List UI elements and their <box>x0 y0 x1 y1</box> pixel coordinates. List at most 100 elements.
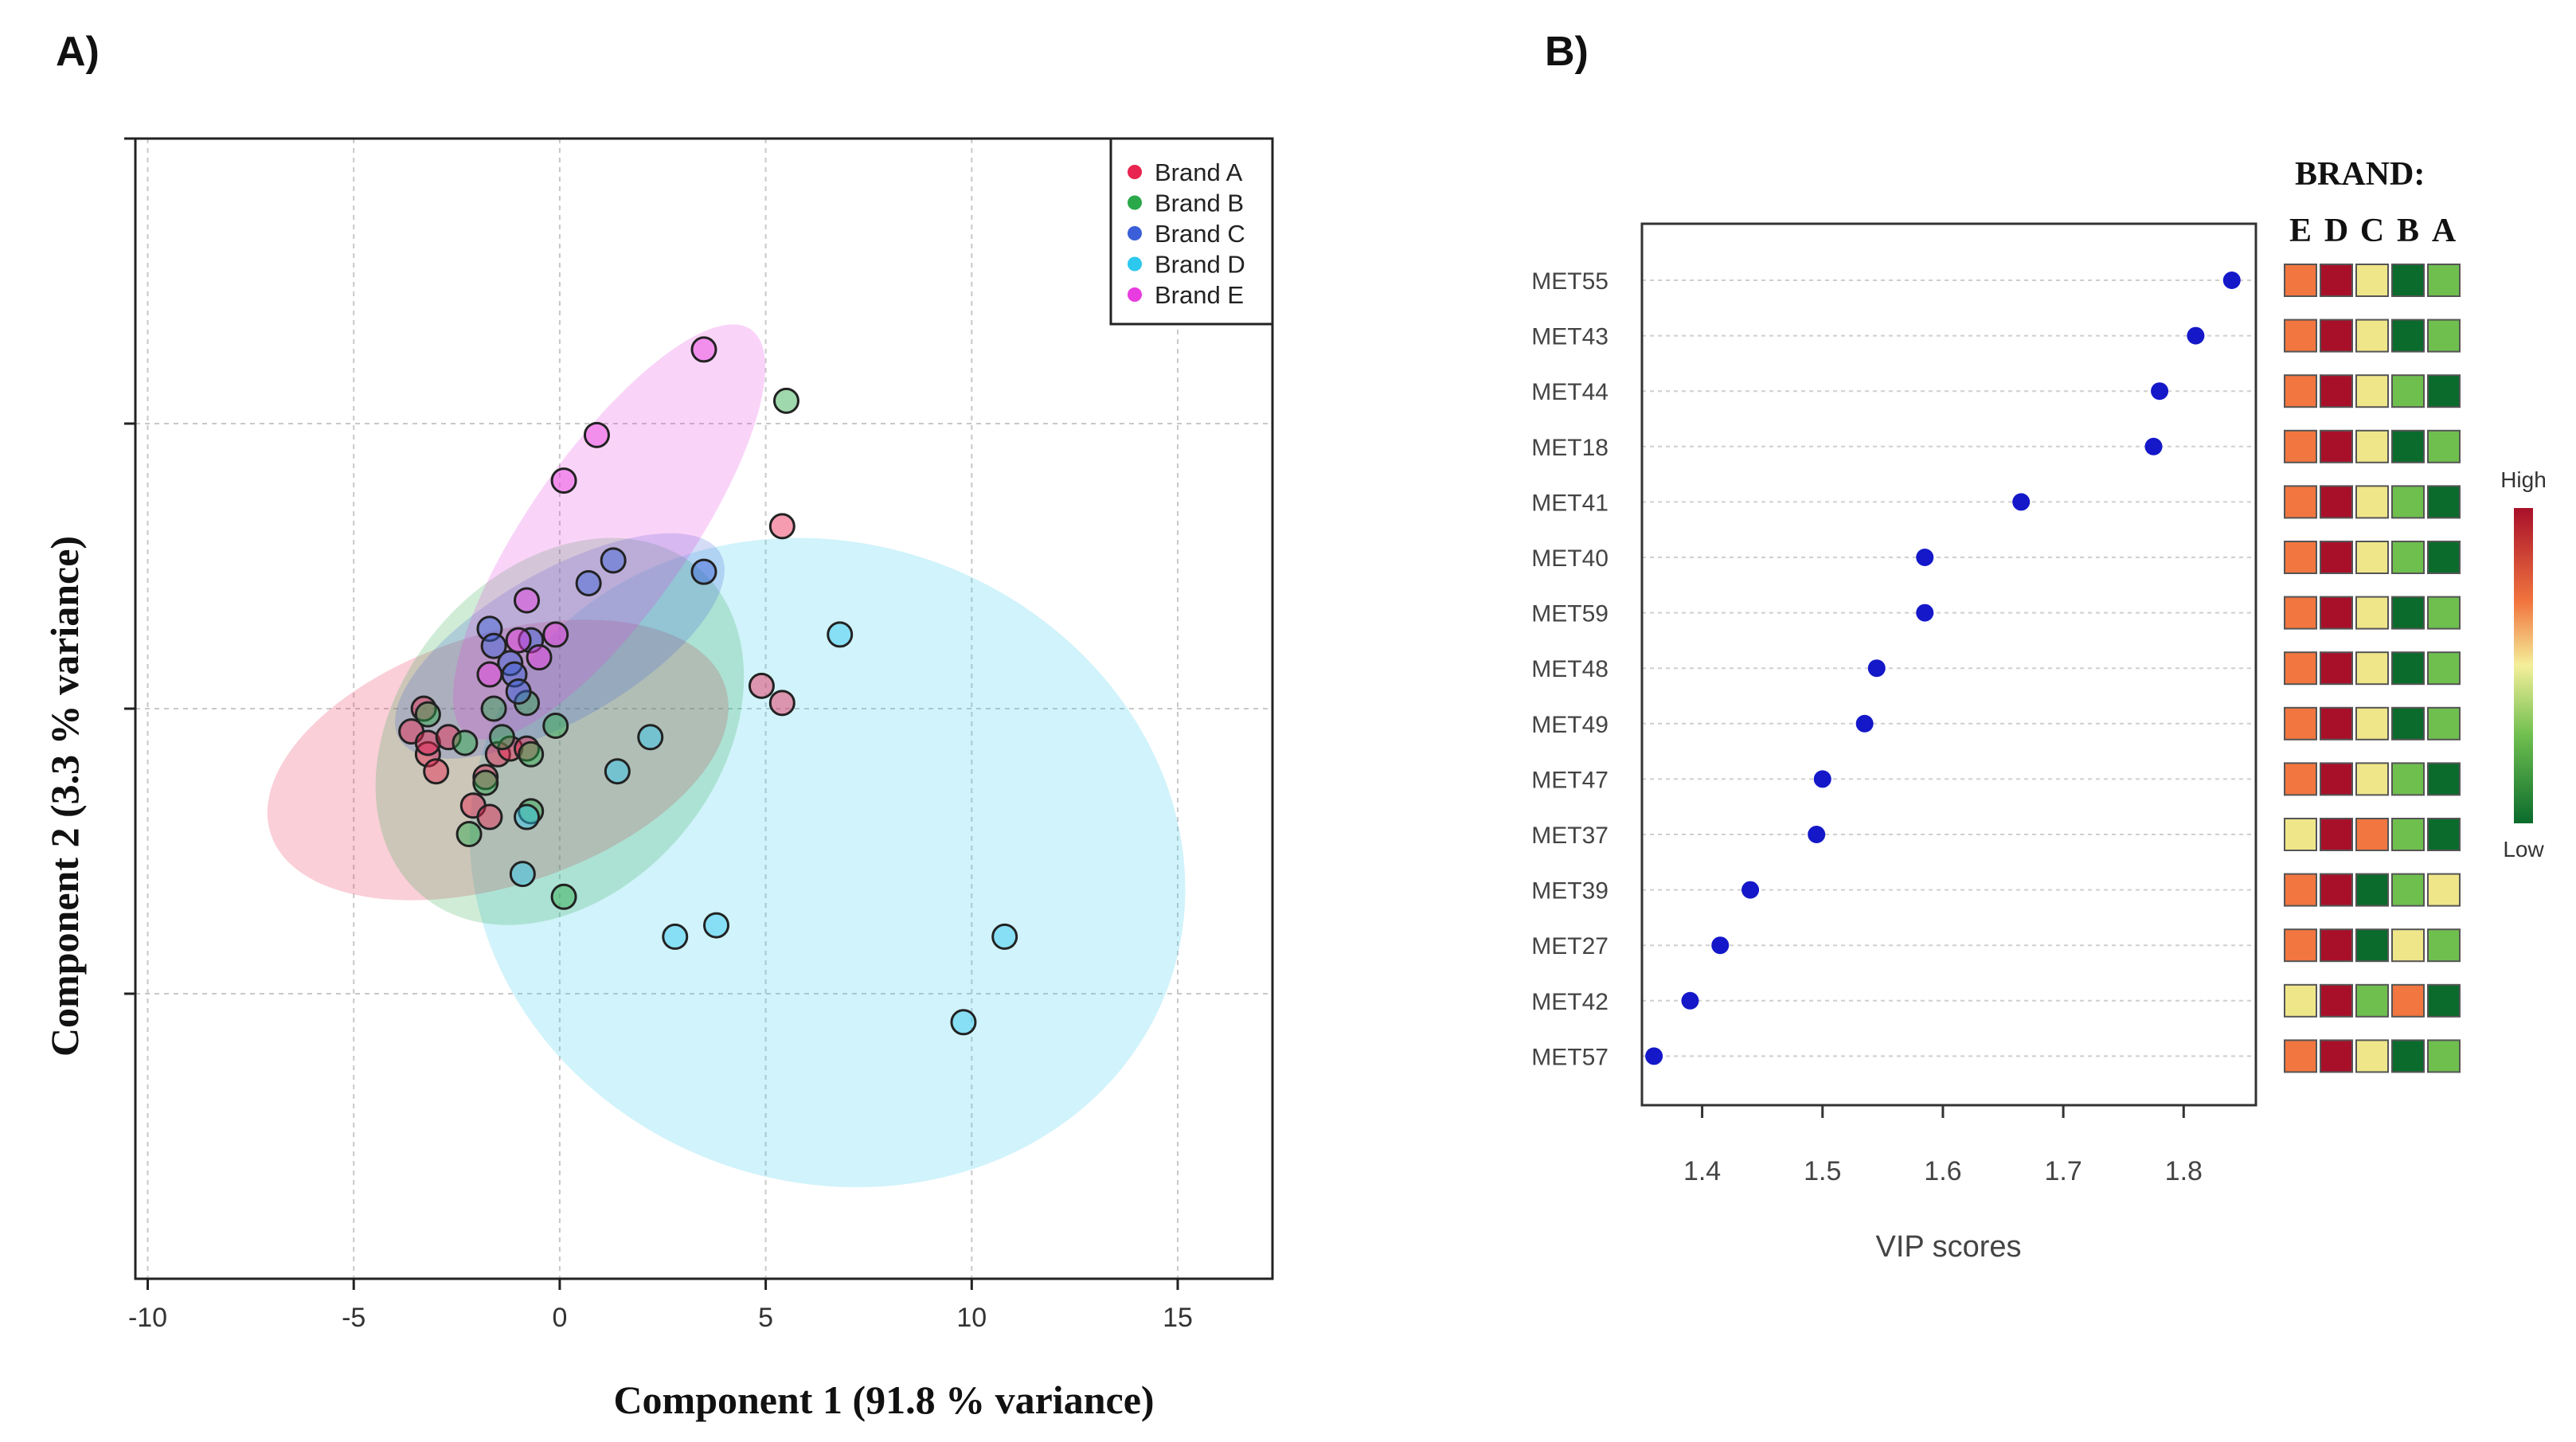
point-brand-a <box>748 672 775 699</box>
point-brand-a <box>768 690 795 717</box>
x-tick-label: -5 <box>342 1303 365 1333</box>
feature-label: MET27 <box>1531 933 1609 959</box>
vip-point <box>1645 1047 1663 1065</box>
heatmap-cell <box>2391 596 2425 630</box>
heatmap-cell <box>2427 873 2461 907</box>
heatmap-cell <box>2391 762 2425 796</box>
heatmap-column-label: A <box>2432 213 2457 249</box>
feature-label: MET37 <box>1531 823 1609 849</box>
heatmap-cell <box>2320 1039 2353 1073</box>
feature-label: MET57 <box>1531 1044 1609 1070</box>
point-brand-b <box>451 729 479 756</box>
point-brand-e <box>505 627 532 654</box>
heatmap-cell <box>2320 873 2353 907</box>
heatmap-cell <box>2391 706 2425 741</box>
heatmap-cell <box>2427 818 2461 851</box>
point-brand-e <box>550 467 577 494</box>
vip-point <box>1808 826 1826 843</box>
point-brand-b <box>542 712 569 739</box>
heatmap-cell <box>2320 928 2353 963</box>
point-brand-e <box>542 621 569 648</box>
feature-label: MET59 <box>1531 601 1609 627</box>
heatmap-cell <box>2320 264 2353 297</box>
legend-entry: Brand E <box>1155 281 1244 309</box>
heatmap-cell <box>2355 429 2389 463</box>
point-brand-e <box>526 644 553 671</box>
panel-a-ellipses <box>267 324 1186 1188</box>
heatmap-cell <box>2391 541 2425 574</box>
color-scale-high-label: High <box>2500 467 2547 492</box>
heatmap-cell <box>2391 983 2425 1018</box>
point-brand-d <box>991 923 1018 950</box>
heatmap-cell <box>2284 374 2317 408</box>
heatmap-cell <box>2355 873 2389 907</box>
heatmap-cell <box>2320 706 2353 741</box>
point-brand-b <box>455 821 483 848</box>
point-brand-d <box>514 803 541 830</box>
heatmap-cell <box>2391 873 2425 907</box>
heatmap-cell <box>2391 1039 2425 1073</box>
heatmap-cell <box>2320 596 2353 630</box>
panel-b-points <box>1645 272 2241 1065</box>
x-tick-label: -10 <box>128 1303 167 1333</box>
point-brand-b <box>772 387 799 414</box>
feature-label: MET40 <box>1531 545 1609 572</box>
confidence-ellipse-brand-a <box>267 619 729 901</box>
heatmap-cell <box>2355 264 2389 297</box>
vip-point <box>2187 326 2205 345</box>
heatmap-cell <box>2355 596 2389 630</box>
heatmap-cell <box>2427 485 2461 519</box>
heatmap-cell <box>2355 651 2389 686</box>
color-scale: High Low <box>2500 467 2547 862</box>
point-brand-d <box>703 912 730 939</box>
vip-point <box>2144 437 2163 455</box>
point-brand-b <box>414 701 441 728</box>
feature-label: MET48 <box>1531 656 1609 682</box>
x-tick-label: 1.6 <box>1924 1156 1961 1186</box>
legend-entry: Brand A <box>1155 158 1243 186</box>
heatmap-cell <box>2284 429 2317 463</box>
x-tick-label: 1.4 <box>1683 1156 1721 1186</box>
heatmap-cell <box>2320 651 2353 686</box>
heatmap-cell <box>2391 318 2425 353</box>
heatmap-cell <box>2284 762 2317 796</box>
heatmap-cell <box>2284 873 2317 907</box>
legend-swatch <box>1128 165 1142 179</box>
heatmap-cell <box>2427 706 2461 741</box>
point-brand-c <box>480 632 507 659</box>
heatmap-cell <box>2284 651 2317 686</box>
feature-label: MET49 <box>1531 712 1609 738</box>
heatmap-cell <box>2391 429 2425 463</box>
feature-label: MET43 <box>1531 324 1609 350</box>
heatmap-cell <box>2355 485 2389 519</box>
point-brand-b <box>488 724 515 751</box>
point-brand-d <box>637 724 664 751</box>
heatmap-cell <box>2355 928 2389 963</box>
legend-entry: Brand C <box>1155 220 1245 248</box>
heatmap-cell <box>2284 596 2317 630</box>
point-brand-a <box>476 803 503 830</box>
heatmap-cell <box>2320 485 2353 519</box>
point-brand-d <box>950 1009 977 1036</box>
x-tick-label: 10 <box>956 1303 987 1333</box>
point-brand-e <box>476 661 503 688</box>
color-scale-low-label: Low <box>2503 837 2544 862</box>
vip-point <box>1813 770 1831 788</box>
point-brand-c <box>690 558 717 585</box>
heatmap-cell <box>2320 762 2353 796</box>
panel-a: A) -10 -5 0 5 10 15 Component 1 (91.8 % varia… <box>42 29 1274 1422</box>
panel-a-label: A) <box>56 29 100 75</box>
panel-a-points <box>398 336 1018 1036</box>
feature-label: MET42 <box>1531 989 1609 1015</box>
heatmap-cell <box>2284 1039 2317 1073</box>
vip-point <box>1681 991 1699 1010</box>
panel-b-feature-labels: MET55 MET43 MET44 MET18 MET41 MET40 MET59 MET48… <box>1531 268 1609 1070</box>
heatmap-cell <box>2427 1039 2461 1073</box>
heatmap-cell <box>2427 429 2461 463</box>
heatmap-cell <box>2284 706 2317 741</box>
legend-entry: Brand D <box>1155 251 1245 279</box>
heatmap-column-label: E <box>2289 213 2312 249</box>
heatmap-cell <box>2391 928 2425 963</box>
x-tick-label: 5 <box>758 1303 773 1333</box>
